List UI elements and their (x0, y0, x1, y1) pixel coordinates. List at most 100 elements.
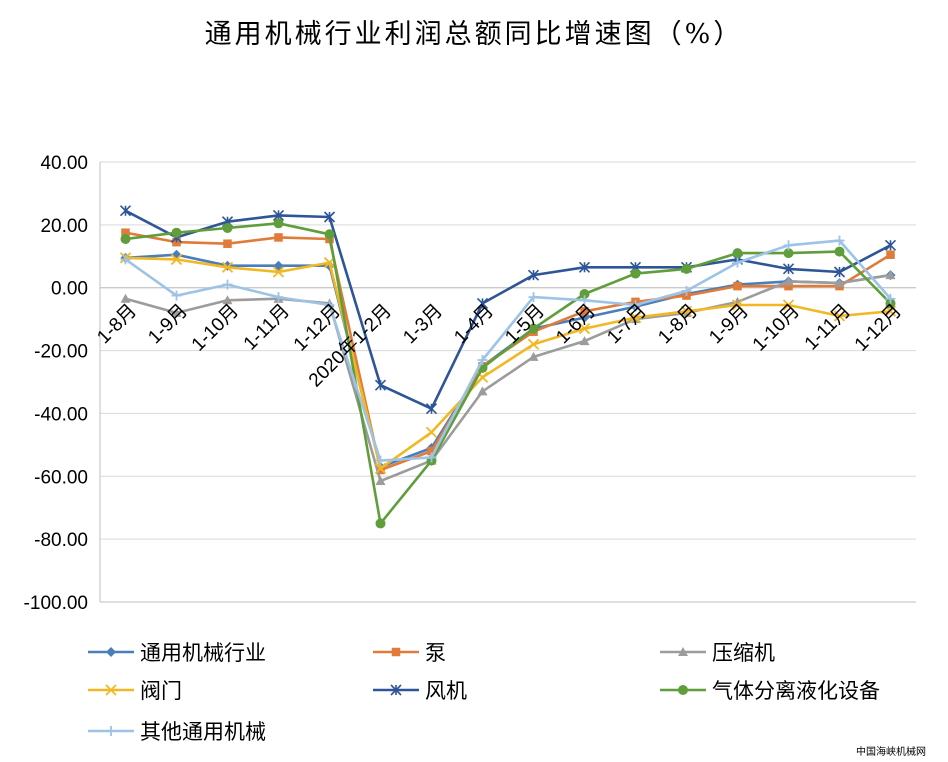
data-point (376, 465, 385, 475)
data-point (580, 307, 589, 316)
data-point (374, 462, 387, 475)
series-line (124, 209, 892, 411)
data-point (121, 228, 130, 237)
y-tick-label: 20.00 (40, 216, 88, 237)
data-point (527, 269, 540, 281)
x-tick-label: 1-11月 (240, 300, 294, 354)
data-point (579, 289, 590, 299)
data-point (733, 281, 742, 291)
axes: 40.00 20.00 0.00 -20.00 -40.00 -60.00 -80.00 -1… (24, 153, 916, 614)
data-point (885, 270, 896, 280)
x-tick-label: 1-12月 (851, 300, 906, 355)
y-tick-label: -60.00 (34, 467, 88, 488)
data-point (222, 295, 233, 305)
data-point (528, 323, 539, 334)
data-point (680, 305, 693, 317)
data-point (732, 248, 743, 259)
data-point (630, 300, 641, 310)
series-line (125, 273, 891, 483)
data-point (221, 261, 234, 273)
data-point (120, 254, 131, 265)
series-3 (120, 270, 896, 485)
legend-marker (678, 685, 688, 695)
data-point (171, 307, 182, 317)
x-tick-label: 1-10月 (749, 300, 804, 355)
legend-label: 泵 (425, 641, 446, 665)
y-tick-label: 0.00 (51, 279, 88, 300)
data-point (375, 518, 386, 529)
data-point (630, 268, 641, 279)
legend-marker (678, 647, 688, 656)
data-point (578, 261, 591, 273)
data-point (273, 218, 284, 229)
data-point (171, 249, 182, 260)
y-tick-label: 40.00 (40, 153, 88, 174)
legend-marker (390, 684, 402, 696)
data-point (885, 293, 896, 304)
data-point (782, 299, 795, 311)
data-point (324, 300, 335, 310)
legend-item: 风机 (373, 679, 467, 703)
legend-label: 压缩机 (712, 641, 775, 665)
chart-title: 通用机械行业利润总额同比增速图（%） (204, 19, 744, 50)
x-tick-label: 1-3月 (399, 300, 447, 348)
data-point (476, 297, 489, 309)
x-tick-label: 1-8月 (654, 300, 702, 348)
x-tick-label: 1-9月 (144, 300, 192, 348)
gridlines (100, 161, 916, 540)
series-line (125, 256, 891, 470)
data-point (834, 278, 845, 287)
legend-label: 气体分离液化设备 (712, 679, 880, 703)
data-point (528, 292, 539, 303)
data-point (834, 235, 845, 246)
data-point (120, 293, 131, 303)
data-point (119, 205, 132, 217)
data-point (171, 290, 182, 301)
legend-item: 阀门 (88, 679, 182, 703)
y-tick-label: -20.00 (34, 342, 88, 363)
legend-marker (106, 726, 116, 736)
data-point (222, 223, 233, 233)
legend-item: 其他通用机械 (88, 720, 266, 744)
data-point (732, 257, 743, 268)
data-point (324, 229, 335, 240)
data-point (782, 263, 795, 275)
legend-marker (105, 684, 117, 696)
data-point (783, 248, 794, 259)
data-point (833, 310, 846, 322)
data-point (579, 295, 590, 306)
data-point (120, 234, 131, 244)
data-point (427, 446, 436, 456)
data-point (681, 285, 692, 296)
data-point (884, 239, 897, 251)
legend-label: 阀门 (140, 679, 182, 703)
data-point (274, 233, 283, 242)
legend-item: 压缩机 (660, 641, 775, 665)
legend-item: 通用机械行业 (88, 641, 266, 665)
data-point (273, 260, 284, 271)
legend-item: 气体分离液化设备 (660, 679, 880, 703)
legend-marker (391, 647, 401, 657)
y-tick-label: -40.00 (34, 404, 88, 425)
x-tick-label: 1-4月 (450, 300, 498, 348)
data-point (731, 299, 744, 311)
data-point (222, 279, 233, 290)
y-tick-label: -80.00 (34, 530, 88, 551)
data-point (273, 292, 284, 303)
data-point (528, 351, 539, 361)
legend-item: 泵 (373, 641, 446, 665)
data-point (834, 246, 845, 257)
data-point (223, 239, 232, 248)
data-point (527, 338, 540, 350)
data-point (783, 276, 794, 286)
data-point (884, 305, 897, 317)
data-point (425, 426, 438, 438)
data-point (323, 211, 336, 223)
data-point (272, 266, 285, 278)
data-point (171, 227, 182, 238)
data-point (578, 322, 591, 335)
series-line (124, 239, 892, 462)
series-7 (120, 235, 896, 466)
